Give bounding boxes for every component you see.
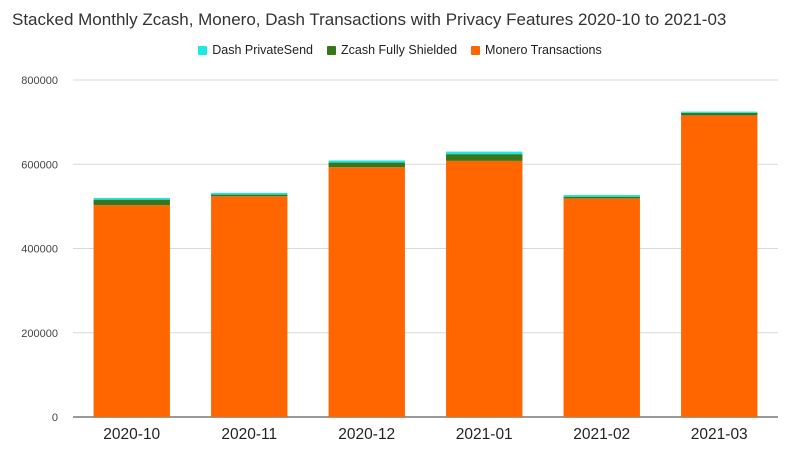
bar-segment-monero-transactions	[211, 196, 288, 417]
bar-segment-zcash-fully-shielded	[328, 162, 405, 168]
legend-label-zcash: Zcash Fully Shielded	[341, 43, 458, 57]
y-tick-label: 200000	[21, 328, 58, 340]
x-tick-label: 2020-12	[338, 426, 395, 443]
legend-swatch-dash	[198, 45, 208, 55]
bar-segment-zcash-fully-shielded	[681, 112, 758, 116]
y-tick-label: 800000	[21, 75, 58, 87]
bars	[93, 111, 758, 417]
bar-segment-dash-privatesend	[681, 111, 758, 113]
bar-segment-monero-transactions	[446, 160, 523, 417]
bar-segment-monero-transactions	[93, 205, 170, 417]
legend-item-zcash: Zcash Fully Shielded	[327, 43, 457, 57]
x-tick-label: 2021-02	[573, 426, 630, 443]
bar-segment-zcash-fully-shielded	[211, 194, 288, 197]
gridlines	[73, 79, 778, 418]
bar-segment-zcash-fully-shielded	[446, 154, 523, 161]
x-tick-label: 2020-11	[221, 426, 277, 443]
bar-segment-dash-privatesend	[446, 151, 523, 155]
legend-swatch-zcash	[327, 45, 336, 55]
bar-segment-dash-privatesend	[328, 160, 405, 163]
chart-title: Stacked Monthly Zcash, Monero, Dash Tran…	[12, 10, 727, 29]
bar-segment-dash-privatesend	[211, 192, 288, 195]
legend-label-monero: Monero Transactions	[485, 43, 602, 57]
bar-segment-dash-privatesend	[563, 195, 640, 197]
bar-segment-monero-transactions	[681, 115, 758, 417]
y-tick-label: 600000	[21, 159, 58, 171]
bar-segment-monero-transactions	[563, 198, 640, 417]
legend-item-monero: Monero Transactions	[471, 43, 602, 57]
legend-swatch-monero	[471, 45, 481, 55]
legend-label-dash: Dash PrivateSend	[212, 43, 313, 57]
x-tick-label: 2021-03	[691, 426, 748, 443]
axis-labels: 0 200000 400000 600000 800000 2020-10 2020-11 2…	[21, 75, 747, 443]
legend: Dash PrivateSend Zcash Fully Shielded Mo…	[0, 43, 800, 57]
x-tick-label: 2021-01	[456, 426, 513, 443]
bar-segment-monero-transactions	[328, 167, 405, 417]
bar-segment-zcash-fully-shielded	[563, 196, 640, 199]
y-tick-label: 400000	[21, 244, 58, 256]
y-tick-label: 0	[52, 412, 58, 424]
bar-segment-zcash-fully-shielded	[93, 199, 170, 206]
bar-segment-dash-privatesend	[93, 197, 170, 200]
x-tick-label: 2020-10	[103, 426, 160, 443]
legend-item-dash: Dash PrivateSend	[198, 43, 313, 57]
